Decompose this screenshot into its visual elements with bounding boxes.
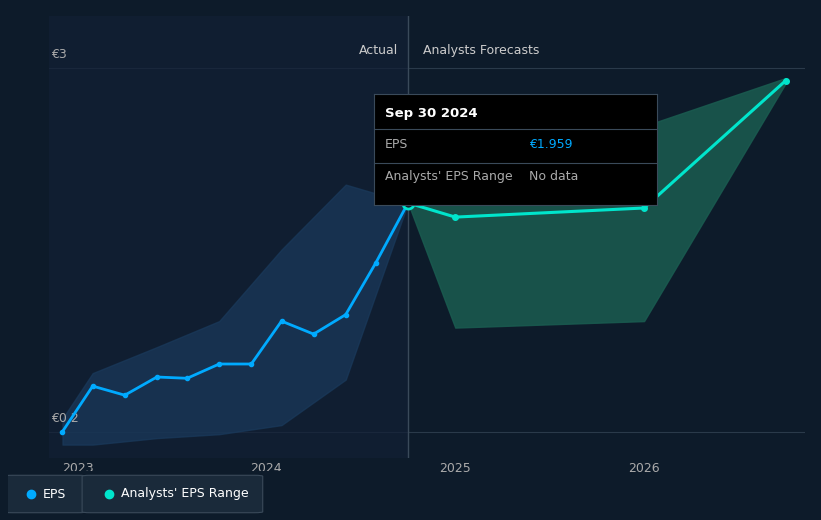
Bar [49,16,408,458]
Text: €3: €3 [51,48,67,61]
FancyBboxPatch shape [82,475,263,513]
Text: €1.959: €1.959 [530,138,573,151]
Text: Analysts Forecasts: Analysts Forecasts [423,44,539,57]
Text: EPS: EPS [385,138,408,151]
Text: EPS: EPS [44,488,67,500]
Text: €0.2: €0.2 [51,412,79,425]
Text: No data: No data [530,170,579,183]
Text: Analysts' EPS Range: Analysts' EPS Range [122,488,249,500]
Text: Analysts' EPS Range: Analysts' EPS Range [385,170,512,183]
FancyBboxPatch shape [4,475,86,513]
Text: Actual: Actual [360,44,399,57]
Text: Sep 30 2024: Sep 30 2024 [385,107,478,120]
